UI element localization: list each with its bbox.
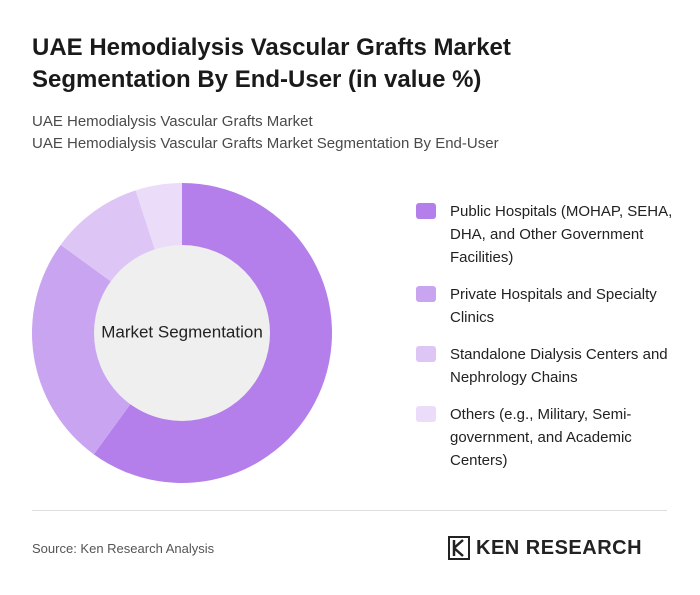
chart-title: UAE Hemodialysis Vascular Grafts Market … bbox=[32, 34, 511, 93]
separator bbox=[32, 510, 667, 511]
source: Source: Ken Research Analysis bbox=[32, 541, 215, 556]
legend-label: Private Hospitals and Specialty Clinics bbox=[450, 286, 657, 326]
legend-label: Public Hospitals (MOHAP, SEHA, DHA, and … bbox=[450, 203, 673, 266]
legend-swatch bbox=[416, 406, 436, 422]
subtitle: UAE Hemodialysis Vascular Grafts Market … bbox=[32, 135, 499, 152]
legend-swatch bbox=[416, 286, 436, 302]
center-label: Market Segmentation bbox=[101, 322, 263, 341]
legend-item: Public Hospitals (MOHAP, SEHA, DHA, and … bbox=[416, 200, 676, 269]
donut-hole bbox=[94, 245, 270, 421]
legend-label: Others (e.g., Military, Semi-government,… bbox=[450, 406, 632, 469]
legend-item: Standalone Dialysis Centers and Nephrolo… bbox=[416, 343, 676, 389]
subtitle: UAE Hemodialysis Vascular Grafts Market bbox=[32, 113, 313, 130]
legend-swatch bbox=[416, 346, 436, 362]
logo-icon bbox=[448, 536, 470, 560]
legend-item: Others (e.g., Military, Semi-government,… bbox=[416, 403, 676, 472]
legend-item: Private Hospitals and Specialty Clinics bbox=[416, 283, 676, 329]
logo: KEN RESEARCH bbox=[448, 536, 642, 560]
donut-chart: Market Segmentation bbox=[32, 183, 332, 483]
legend: Public Hospitals (MOHAP, SEHA, DHA, and … bbox=[416, 200, 676, 486]
logo-text: KEN RESEARCH bbox=[476, 536, 643, 559]
legend-swatch bbox=[416, 203, 436, 219]
legend-label: Standalone Dialysis Centers and Nephrolo… bbox=[450, 346, 668, 386]
